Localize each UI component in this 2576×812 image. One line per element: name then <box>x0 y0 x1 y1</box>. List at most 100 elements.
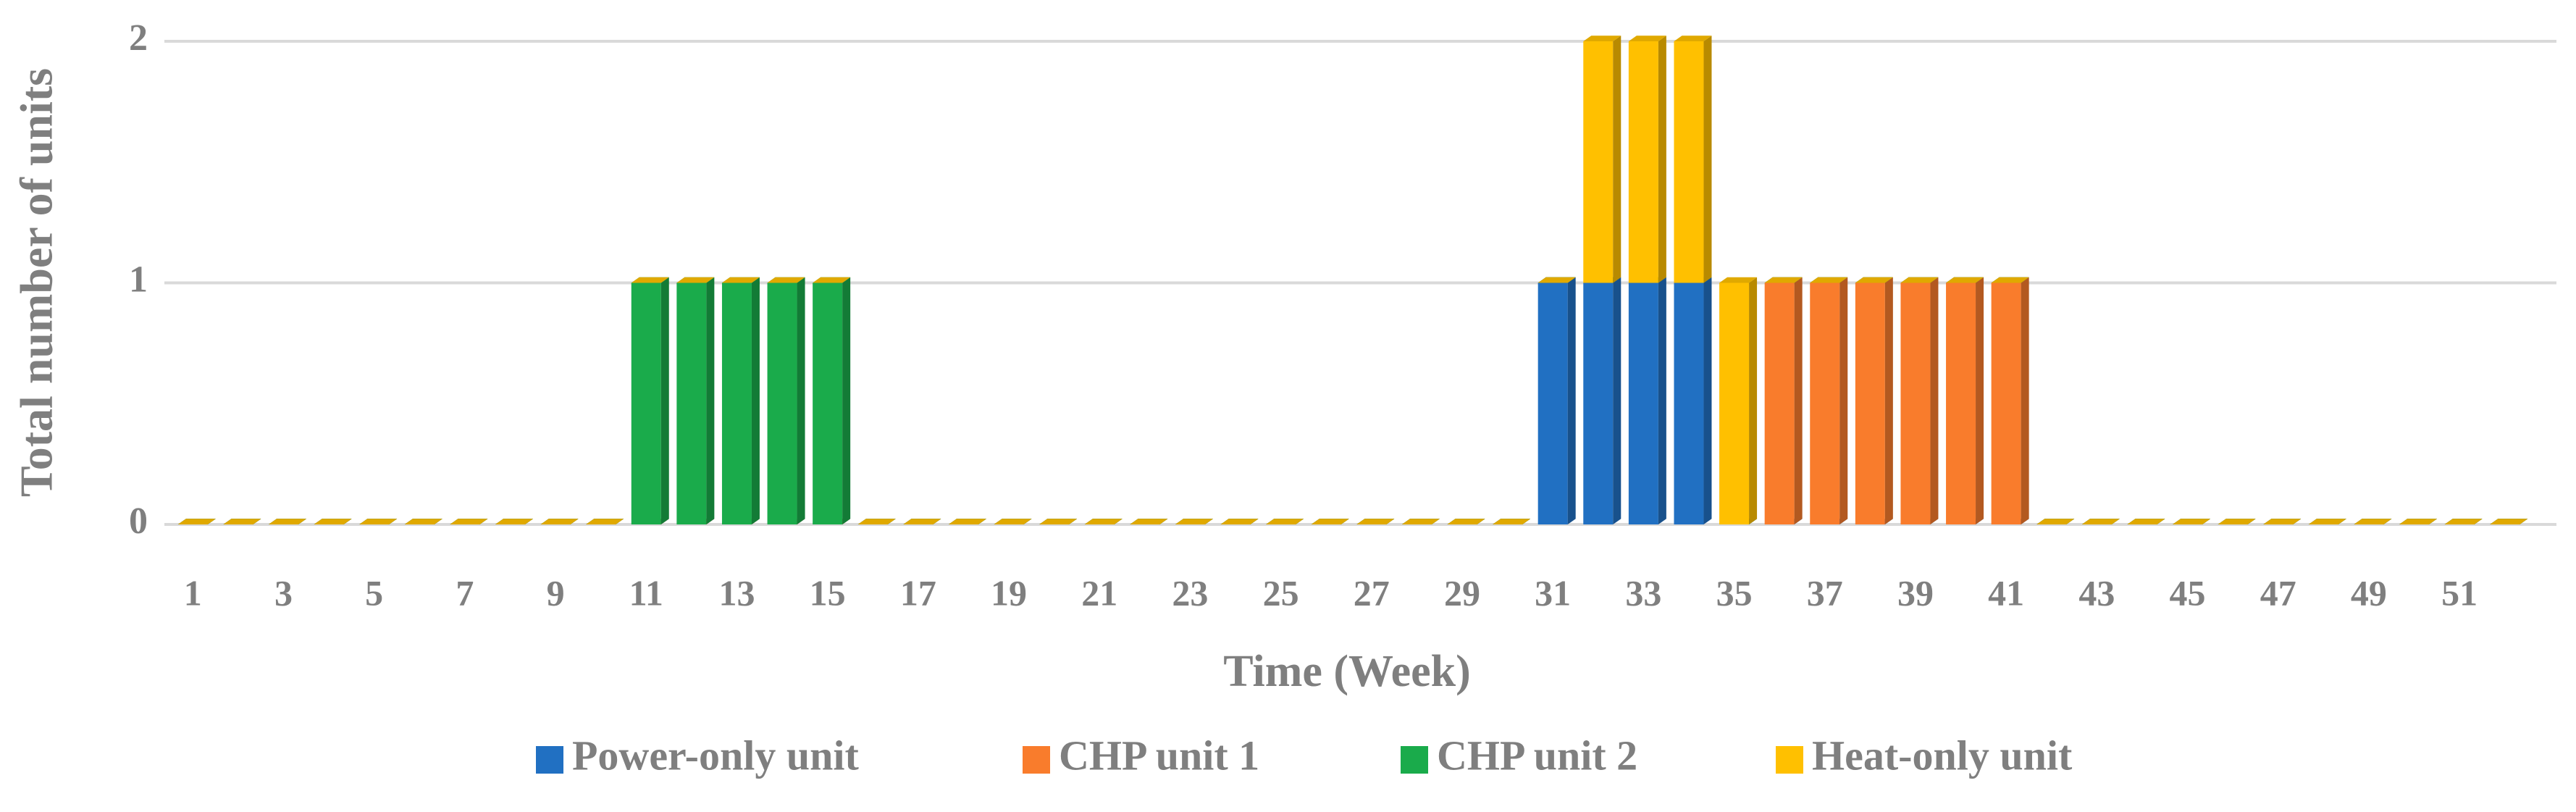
bar-top <box>721 277 760 283</box>
bar <box>721 277 760 283</box>
bar <box>631 277 669 524</box>
bar-side <box>1703 277 1712 524</box>
bar-top <box>676 277 715 283</box>
bar-front <box>1855 282 1885 524</box>
x-tick-label: 21 <box>1081 572 1117 613</box>
x-tick-label: 15 <box>810 572 846 613</box>
bar <box>2263 519 2302 524</box>
bar <box>1130 519 1168 524</box>
bar-top <box>1493 519 1531 524</box>
legend-label: CHP unit 2 <box>1437 732 1637 779</box>
bar-top <box>857 519 896 524</box>
bar <box>1946 277 1984 283</box>
bar <box>1810 277 1848 524</box>
x-tick-label: 49 <box>2351 572 2387 613</box>
bar-top <box>2081 519 2120 524</box>
bar-front <box>1719 282 1750 524</box>
bar-top <box>2399 519 2438 524</box>
bar-top <box>1900 277 1939 283</box>
x-tick-label: 25 <box>1263 572 1299 613</box>
bar <box>359 519 398 524</box>
bar-top <box>994 519 1032 524</box>
bar-front <box>1537 282 1568 524</box>
bar <box>1764 277 1803 524</box>
x-tick-label: 1 <box>184 572 202 613</box>
x-tick-label: 29 <box>1444 572 1480 613</box>
bar-front <box>631 282 661 524</box>
y-tick-label: 1 <box>129 259 148 300</box>
bar <box>1583 277 1621 524</box>
bar-top <box>1764 277 1803 283</box>
bar <box>2218 519 2256 524</box>
bar <box>1447 519 1485 524</box>
bar-side <box>1839 277 1848 524</box>
bar-top <box>586 519 624 524</box>
bar <box>994 519 1032 524</box>
bar-top <box>1537 277 1576 283</box>
x-tick-label: 45 <box>2170 572 2206 613</box>
bar-side <box>706 277 715 524</box>
bar-front <box>1583 41 1614 283</box>
bar-front <box>1583 282 1614 524</box>
bar <box>767 277 805 524</box>
bar <box>948 519 986 524</box>
bar <box>1946 277 1984 524</box>
bar <box>586 519 624 524</box>
bar <box>1493 519 1531 524</box>
bar-side <box>1976 277 1984 524</box>
bar-top <box>1946 277 1984 283</box>
bar <box>1628 277 1666 524</box>
x-tick-label: 27 <box>1354 572 1390 613</box>
bar <box>1991 277 2029 524</box>
bar <box>1220 519 1259 524</box>
bar-top <box>177 519 216 524</box>
bar <box>2490 519 2528 524</box>
bar <box>903 519 941 524</box>
bar-front <box>1674 282 1704 524</box>
bar-top <box>2490 519 2528 524</box>
bar <box>450 519 488 524</box>
bar <box>1855 277 1893 283</box>
bar-side <box>842 277 851 524</box>
bar-top <box>2444 519 2483 524</box>
x-tick-label: 19 <box>991 572 1027 613</box>
bar <box>1537 277 1576 524</box>
bar-side <box>1884 277 1893 524</box>
bar-top <box>2036 519 2075 524</box>
bar <box>1266 519 1304 524</box>
y-tick-label: 2 <box>129 17 148 59</box>
bar <box>1039 519 1078 524</box>
x-tick-label: 5 <box>365 572 383 613</box>
bar <box>767 277 805 283</box>
bar <box>2127 519 2165 524</box>
y-tick-label: 0 <box>129 501 148 542</box>
bar <box>1674 35 1712 283</box>
bar-top <box>1628 35 1666 41</box>
x-tick-label: 7 <box>456 572 474 613</box>
bar-front <box>721 282 752 524</box>
bar <box>268 519 306 524</box>
x-tick-label: 35 <box>1716 572 1753 613</box>
bar-top <box>2308 519 2346 524</box>
bar-top <box>1356 519 1395 524</box>
bar <box>404 519 442 524</box>
bar-top <box>1719 277 1758 283</box>
bar-front <box>1628 41 1658 283</box>
bar <box>177 519 216 524</box>
legend-swatch <box>1401 746 1428 774</box>
bar-front <box>1900 282 1931 524</box>
bar <box>857 519 896 524</box>
legend-label: Power-only unit <box>572 732 859 779</box>
y-axis-label: Total number of units <box>11 68 62 497</box>
bar <box>1084 519 1123 524</box>
bar-top <box>948 519 986 524</box>
bar <box>2081 519 2120 524</box>
bar-top <box>1084 519 1123 524</box>
bar-front <box>1810 282 1840 524</box>
bar-top <box>2127 519 2165 524</box>
bar-top <box>2218 519 2256 524</box>
legend-label: CHP unit 1 <box>1059 732 1259 779</box>
x-tick-label: 9 <box>547 572 565 613</box>
